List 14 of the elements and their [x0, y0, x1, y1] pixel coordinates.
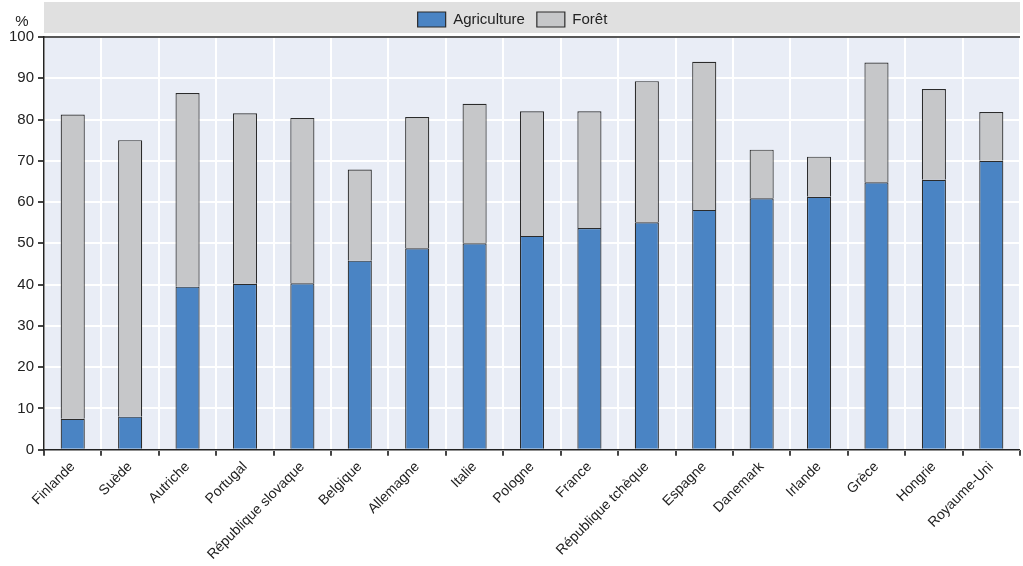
y-tick-label: 0: [25, 439, 35, 457]
y-tick-label: 40: [17, 274, 35, 292]
legend-label: Agriculture: [453, 9, 525, 27]
y-axis-title: %: [15, 11, 29, 29]
y-tick-label: 70: [17, 150, 35, 168]
y-tick-label: 60: [17, 192, 35, 210]
legend-label: Forêt: [572, 9, 609, 27]
y-tick-label: 30: [17, 316, 35, 333]
y-tick-label: 10: [17, 398, 35, 416]
y-tick-label: 90: [17, 68, 35, 86]
y-tick-label: 100: [9, 27, 35, 45]
y-tick-label: 20: [17, 357, 35, 375]
y-tick-label: 50: [17, 233, 35, 251]
y-tick-label: 80: [17, 109, 35, 127]
